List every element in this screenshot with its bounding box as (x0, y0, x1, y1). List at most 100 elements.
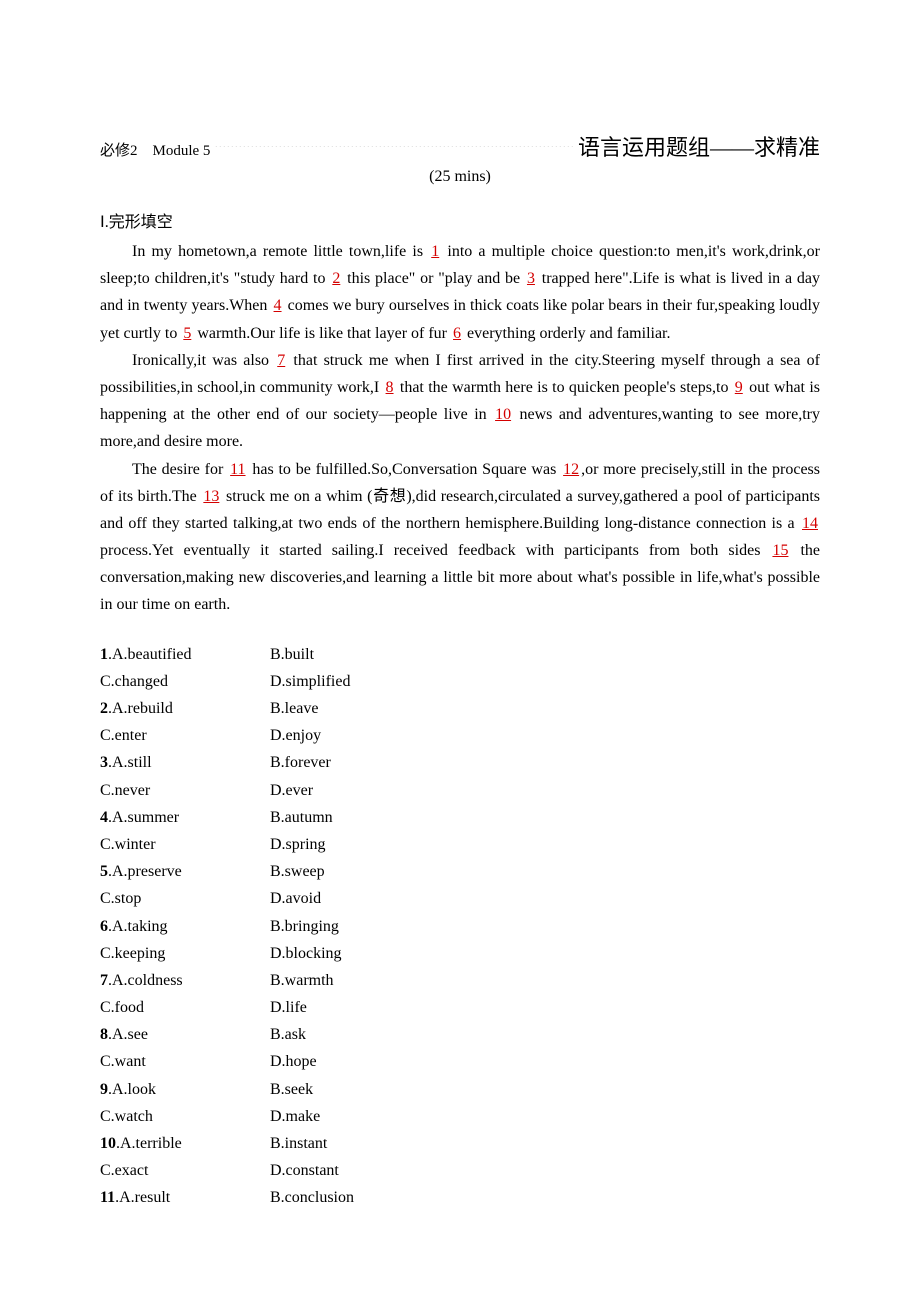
option-c: C.changed (100, 668, 270, 695)
question-number: 8 (100, 1026, 108, 1043)
option-text: A.rebuild (112, 700, 173, 717)
option-b: B.forever (270, 749, 331, 776)
question-number: 2 (100, 700, 108, 717)
passage-text: Ironically,it was also (132, 352, 275, 369)
passage: In my hometown,a remote little town,life… (100, 238, 820, 619)
option-row: C.foodD.life (100, 994, 820, 1021)
option-row: C.keepingD.blocking (100, 940, 820, 967)
option-row: 10.A.terribleB.instant (100, 1130, 820, 1157)
passage-text: In my hometown,a remote little town,life… (132, 243, 429, 260)
option-row: 1.A.beautifiedB.built (100, 641, 820, 668)
option-row: 4.A.summerB.autumn (100, 804, 820, 831)
option-row: 5.A.preserveB.sweep (100, 858, 820, 885)
option-d: D.hope (270, 1048, 317, 1075)
passage-text: everything orderly and familiar. (463, 325, 670, 342)
option-text: A.result (119, 1189, 170, 1206)
question-number: 7 (100, 972, 108, 989)
question-number: 6 (100, 918, 108, 935)
blank-7: 7 (275, 352, 287, 369)
options-block: 1.A.beautifiedB.built C.changedD.simplif… (100, 641, 820, 1212)
passage-text: that the warmth here is to quicken peopl… (396, 379, 733, 396)
time-limit: (25 mins) (100, 168, 820, 186)
header-right: 语言运用题组——求精准 (578, 130, 820, 162)
option-row: 9.A.lookB.seek (100, 1076, 820, 1103)
option-d: D.constant (270, 1157, 339, 1184)
option-c: C.never (100, 777, 270, 804)
blank-12: 12 (561, 461, 581, 478)
passage-text: The desire for (132, 461, 228, 478)
option-text: A.summer (112, 809, 179, 826)
blank-15: 15 (770, 542, 790, 559)
option-a: 6.A.taking (100, 913, 270, 940)
option-row: 6.A.takingB.bringing (100, 913, 820, 940)
option-text: A.still (112, 754, 152, 771)
option-c: C.watch (100, 1103, 270, 1130)
option-text: A.preserve (112, 863, 182, 880)
option-b: B.conclusion (270, 1184, 354, 1211)
option-d: D.simplified (270, 668, 350, 695)
option-row: 11.A.resultB.conclusion (100, 1184, 820, 1211)
option-c: C.food (100, 994, 270, 1021)
blank-6: 6 (451, 325, 463, 342)
option-d: D.avoid (270, 885, 321, 912)
option-b: B.seek (270, 1076, 313, 1103)
option-a: 9.A.look (100, 1076, 270, 1103)
option-a: 5.A.preserve (100, 858, 270, 885)
option-c: C.winter (100, 831, 270, 858)
option-row: C.watchD.make (100, 1103, 820, 1130)
option-a: 8.A.see (100, 1021, 270, 1048)
option-a: 2.A.rebuild (100, 695, 270, 722)
blank-8: 8 (384, 379, 396, 396)
header-spacer (214, 141, 574, 151)
blank-5: 5 (181, 325, 193, 342)
option-text: A.look (112, 1081, 156, 1098)
option-row: C.changedD.simplified (100, 668, 820, 695)
option-b: B.ask (270, 1021, 306, 1048)
question-number: 10 (100, 1135, 116, 1152)
option-row: C.neverD.ever (100, 777, 820, 804)
option-c: C.keeping (100, 940, 270, 967)
blank-10: 10 (493, 406, 513, 423)
option-b: B.sweep (270, 858, 325, 885)
question-number: 5 (100, 863, 108, 880)
option-d: D.blocking (270, 940, 342, 967)
passage-text: this place" or "play and be (342, 270, 525, 287)
blank-3: 3 (525, 270, 537, 287)
passage-p3: The desire for 11 has to be fulfilled.So… (100, 456, 820, 619)
option-row: C.exactD.constant (100, 1157, 820, 1184)
option-a: 11.A.result (100, 1184, 270, 1211)
document-page: 必修2 Module 5 语言运用题组——求精准 (25 mins) Ⅰ.完形填… (0, 0, 920, 1302)
blank-2: 2 (330, 270, 342, 287)
option-row: 8.A.seeB.ask (100, 1021, 820, 1048)
option-c: C.enter (100, 722, 270, 749)
passage-p1: In my hometown,a remote little town,life… (100, 238, 820, 347)
option-d: D.enjoy (270, 722, 321, 749)
option-b: B.warmth (270, 967, 334, 994)
option-d: D.ever (270, 777, 313, 804)
passage-text: warmth.Our life is like that layer of fu… (193, 325, 451, 342)
question-number: 4 (100, 809, 108, 826)
header-left: 必修2 Module 5 (100, 139, 210, 160)
option-a: 1.A.beautified (100, 641, 270, 668)
blank-9: 9 (733, 379, 745, 396)
option-b: B.instant (270, 1130, 327, 1157)
option-b: B.autumn (270, 804, 333, 831)
header-row: 必修2 Module 5 语言运用题组——求精准 (100, 130, 820, 162)
option-text: A.see (112, 1026, 148, 1043)
option-text: A.terrible (120, 1135, 182, 1152)
option-text: A.coldness (112, 972, 183, 989)
option-a: 3.A.still (100, 749, 270, 776)
option-d: D.spring (270, 831, 326, 858)
blank-11: 11 (228, 461, 247, 478)
option-row: C.winterD.spring (100, 831, 820, 858)
question-number: 3 (100, 754, 108, 771)
option-d: D.make (270, 1103, 320, 1130)
option-c: C.want (100, 1048, 270, 1075)
passage-text: process.Yet eventually it started sailin… (100, 542, 770, 559)
option-row: 7.A.coldnessB.warmth (100, 967, 820, 994)
option-b: B.leave (270, 695, 318, 722)
blank-14: 14 (800, 515, 820, 532)
option-d: D.life (270, 994, 307, 1021)
question-number: 9 (100, 1081, 108, 1098)
question-number: 11 (100, 1189, 115, 1206)
